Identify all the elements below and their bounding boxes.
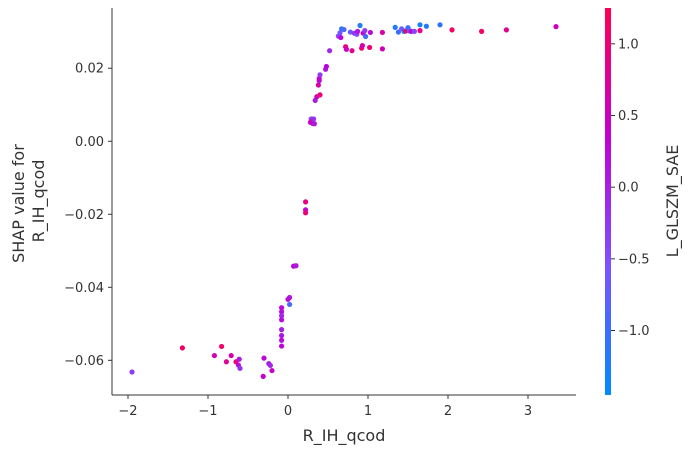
scatter-point	[423, 23, 429, 29]
scatter-point	[279, 313, 285, 319]
scatter-point	[363, 33, 369, 40]
scatter-point	[343, 46, 349, 52]
y-tick-label: −0.04	[64, 281, 104, 296]
scatter-point	[417, 22, 423, 28]
scatter-point	[367, 29, 373, 36]
scatter-point	[269, 367, 275, 374]
scatter-point	[503, 27, 509, 33]
scatter-point	[236, 356, 242, 362]
scatter-point	[392, 24, 398, 30]
scatter-point	[553, 24, 559, 30]
scatter-point	[279, 332, 285, 339]
x-tick-label: −2	[118, 404, 137, 419]
scatter-point	[357, 22, 363, 29]
colorbar-tick-label: −0.5	[618, 252, 650, 267]
scatter-point	[347, 29, 353, 35]
scatter-point	[367, 44, 373, 51]
scatter-point	[260, 373, 266, 379]
x-tick-label: 3	[524, 404, 532, 419]
colorbar-tick-label: −1.0	[618, 324, 650, 339]
scatter-point	[237, 365, 243, 371]
scatter-points	[129, 22, 559, 379]
scatter-point	[323, 63, 329, 70]
scatter-point	[327, 48, 333, 54]
y-axis-title-line-2: R_IH_qcod	[29, 160, 49, 243]
scatter-point	[179, 345, 185, 351]
x-tick-label: 2	[444, 404, 452, 419]
scatter-point	[395, 29, 401, 35]
y-tick-label: −0.02	[64, 208, 104, 223]
y-axis-title: SHAP value for R_IH_qcod	[9, 139, 49, 263]
scatter-point	[311, 121, 317, 127]
scatter-point	[129, 369, 135, 375]
scatter-point	[311, 116, 317, 122]
scatter-point	[303, 210, 309, 216]
x-axis-title: R_IH_qcod	[303, 426, 386, 446]
scatter-point	[279, 337, 285, 343]
y-axis-title-line-1: SHAP value for	[9, 144, 28, 263]
scatter-point	[279, 309, 285, 315]
scatter-point	[362, 28, 368, 34]
scatter-point	[341, 26, 347, 33]
scatter-point	[285, 296, 291, 302]
colorbar-ticks: −1.0 −0.5 0.0 0.5 1.0	[611, 37, 650, 339]
y-tick-label: −0.06	[64, 354, 104, 369]
scatter-point	[437, 22, 443, 28]
scatter-point	[279, 305, 285, 311]
colorbar	[605, 8, 611, 395]
scatter-point	[279, 327, 285, 333]
scatter-point	[261, 355, 267, 361]
y-tick-label: 0.00	[75, 135, 104, 150]
scatter-point	[338, 34, 344, 41]
scatter-point	[293, 263, 299, 269]
scatter-point	[315, 82, 321, 88]
colorbar-tick-label: 0.0	[618, 181, 639, 196]
scatter-point	[287, 301, 293, 308]
scatter-point	[279, 317, 285, 323]
x-tick-label: 0	[284, 404, 292, 419]
colorbar-tick-label: 1.0	[618, 37, 639, 52]
scatter-point	[303, 199, 309, 205]
scatter-point	[355, 28, 361, 34]
x-tick-label: 1	[364, 404, 372, 419]
scatter-point	[417, 28, 423, 34]
scatter-point	[279, 343, 285, 349]
scatter-point	[267, 362, 273, 369]
scatter-point	[317, 92, 323, 98]
colorbar-tick-label: 0.5	[618, 109, 639, 124]
scatter-point	[219, 343, 225, 350]
colorbar-title: L_GLSZM_SAE	[663, 145, 683, 258]
scatter-point	[379, 46, 385, 52]
x-ticks: −2 −1 0 1 2 3	[118, 395, 532, 419]
x-tick-label: −1	[198, 404, 217, 419]
scatter-point	[411, 28, 417, 34]
scatter-point	[479, 28, 485, 34]
scatter-point	[379, 29, 385, 36]
scatter-point	[211, 352, 217, 359]
scatter-point	[317, 72, 323, 78]
scatter-point	[449, 27, 455, 33]
y-tick-label: 0.02	[75, 62, 104, 77]
scatter-point	[337, 30, 343, 36]
y-ticks: −0.06 −0.04 −0.02 0.00 0.02	[64, 62, 112, 369]
axes	[111, 8, 576, 396]
scatter-point	[228, 352, 234, 359]
scatter-point	[223, 359, 229, 365]
scatter-point	[359, 43, 365, 49]
scatter-point	[349, 48, 355, 54]
